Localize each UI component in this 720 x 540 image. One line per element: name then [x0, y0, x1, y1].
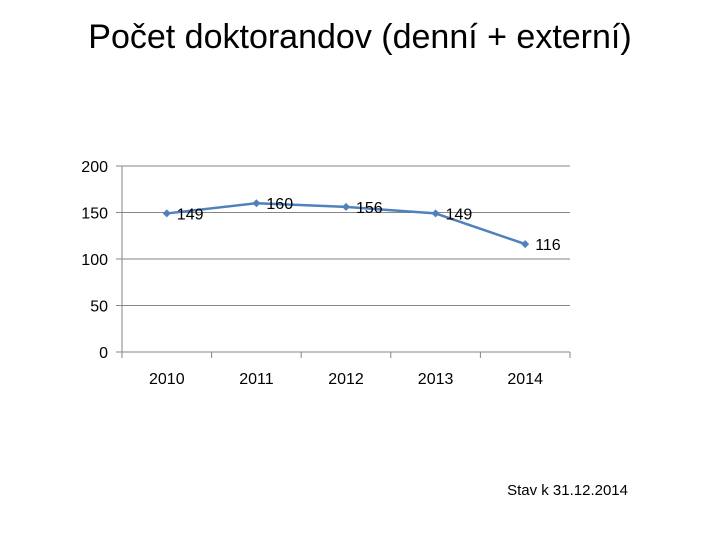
data-labels: 149 160 156 149 116: [177, 196, 561, 254]
x-tick-label-2010: 2010: [149, 371, 185, 388]
x-tick-label-2013: 2013: [418, 371, 454, 388]
data-point-2014: [521, 240, 530, 249]
data-point-2011: [252, 199, 261, 208]
x-tick-label-2011: 2011: [239, 371, 274, 388]
data-label-2013: 149: [446, 206, 473, 223]
data-label-2014: 116: [535, 237, 561, 254]
axes: [116, 165, 571, 358]
y-tick-label-200: 200: [81, 159, 108, 176]
data-label-2011: 160: [266, 196, 293, 213]
y-tick-label-0: 0: [99, 345, 108, 362]
y-tick-label-50: 50: [90, 299, 108, 316]
x-tick-label-2014: 2014: [507, 371, 543, 388]
data-point-2013: [431, 209, 440, 218]
x-tick-label-2012: 2012: [328, 371, 364, 388]
y-axis-tick-labels: 0 50 100 150 200: [81, 159, 108, 362]
data-point-2010: [162, 209, 171, 218]
data-label-2010: 149: [177, 206, 204, 223]
data-point-2012: [342, 202, 350, 211]
y-tick-label-150: 150: [81, 206, 108, 223]
gridlines: [122, 165, 570, 306]
status-note: Stav k 31.12.2014: [507, 482, 628, 499]
chart-title: Počet doktorandov (denní + externí): [88, 18, 632, 56]
series-line: [162, 199, 530, 249]
y-tick-label-100: 100: [81, 252, 108, 269]
x-axis-tick-labels: 2010 2011 2012 2013 2014: [149, 371, 543, 388]
data-label-2012: 156: [356, 200, 383, 217]
